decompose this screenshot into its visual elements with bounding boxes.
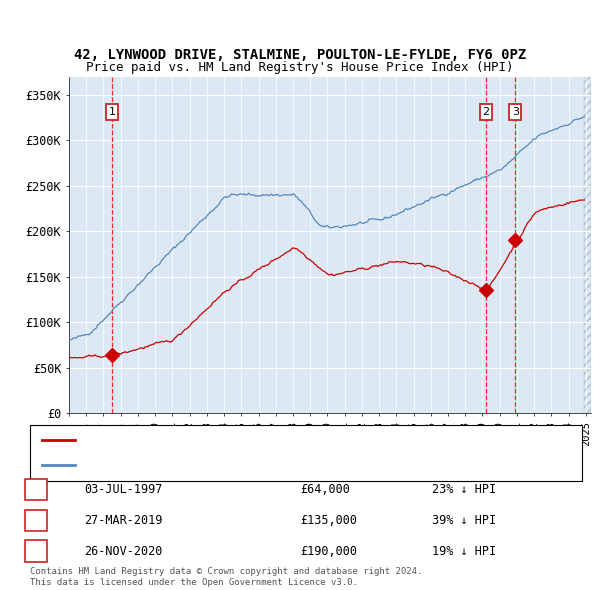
Text: £135,000: £135,000 (300, 514, 357, 527)
Text: 39% ↓ HPI: 39% ↓ HPI (432, 514, 496, 527)
Text: 1: 1 (109, 107, 116, 117)
Text: This data is licensed under the Open Government Licence v3.0.: This data is licensed under the Open Gov… (30, 578, 358, 587)
Text: 42, LYNWOOD DRIVE, STALMINE, POULTON-LE-FYLDE, FY6 0PZ (detached house): 42, LYNWOOD DRIVE, STALMINE, POULTON-LE-… (81, 435, 542, 445)
Text: 19% ↓ HPI: 19% ↓ HPI (432, 545, 496, 558)
Text: Contains HM Land Registry data © Crown copyright and database right 2024.: Contains HM Land Registry data © Crown c… (30, 568, 422, 576)
Text: 23% ↓ HPI: 23% ↓ HPI (432, 483, 496, 496)
Text: 2: 2 (32, 514, 40, 527)
Text: £190,000: £190,000 (300, 545, 357, 558)
Text: 3: 3 (512, 107, 518, 117)
Text: HPI: Average price, detached house, Wyre: HPI: Average price, detached house, Wyre (81, 460, 341, 470)
Text: 03-JUL-1997: 03-JUL-1997 (84, 483, 163, 496)
Text: 42, LYNWOOD DRIVE, STALMINE, POULTON-LE-FYLDE, FY6 0PZ: 42, LYNWOOD DRIVE, STALMINE, POULTON-LE-… (74, 48, 526, 62)
Text: 2: 2 (482, 107, 490, 117)
Text: 3: 3 (32, 545, 40, 558)
Text: 1: 1 (32, 483, 40, 496)
Text: 27-MAR-2019: 27-MAR-2019 (84, 514, 163, 527)
Text: Price paid vs. HM Land Registry's House Price Index (HPI): Price paid vs. HM Land Registry's House … (86, 61, 514, 74)
Text: 26-NOV-2020: 26-NOV-2020 (84, 545, 163, 558)
Text: £64,000: £64,000 (300, 483, 350, 496)
